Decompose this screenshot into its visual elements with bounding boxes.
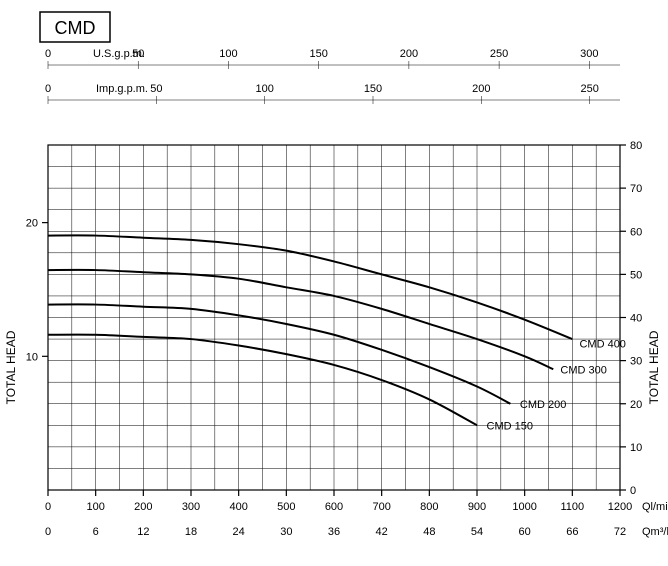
y-right-label: TOTAL HEAD: [647, 330, 661, 404]
series-label: CMD 300: [560, 364, 606, 376]
svg-text:200: 200: [400, 48, 418, 60]
series-label: CMD 400: [579, 338, 625, 350]
svg-text:250: 250: [580, 83, 598, 95]
series-label: CMD 200: [520, 399, 566, 411]
svg-text:200: 200: [134, 501, 152, 513]
svg-text:1000: 1000: [512, 501, 536, 513]
svg-text:30: 30: [280, 526, 292, 538]
svg-text:700: 700: [372, 501, 390, 513]
svg-text:0: 0: [45, 501, 51, 513]
y-left-label: TOTAL HEAD: [4, 330, 18, 404]
curve-cmd-200: [48, 304, 510, 403]
svg-text:24: 24: [233, 526, 245, 538]
svg-text:30: 30: [630, 356, 642, 368]
svg-text:1200: 1200: [608, 501, 632, 513]
series-label: CMD 150: [487, 420, 533, 432]
svg-text:10: 10: [26, 351, 38, 363]
svg-text:36: 36: [328, 526, 340, 538]
svg-text:60: 60: [519, 526, 531, 538]
svg-text:20: 20: [630, 399, 642, 411]
svg-text:0: 0: [630, 485, 636, 497]
svg-text:10: 10: [630, 442, 642, 454]
curve-cmd-300: [48, 270, 553, 369]
svg-text:0: 0: [45, 83, 51, 95]
chart-title: CMD: [55, 18, 96, 38]
svg-text:40: 40: [630, 313, 642, 325]
svg-text:250: 250: [490, 48, 508, 60]
chart-svg: CMD050100150200250300U.S.g.p.m.050100150…: [0, 0, 668, 566]
svg-text:0: 0: [45, 526, 51, 538]
svg-text:200: 200: [472, 83, 490, 95]
svg-text:70: 70: [630, 183, 642, 195]
svg-text:50: 50: [630, 269, 642, 281]
svg-text:0: 0: [45, 48, 51, 60]
x-top2-label: Imp.g.p.m.: [96, 83, 148, 95]
svg-text:800: 800: [420, 501, 438, 513]
svg-text:12: 12: [137, 526, 149, 538]
svg-text:500: 500: [277, 501, 295, 513]
svg-text:600: 600: [325, 501, 343, 513]
svg-text:100: 100: [86, 501, 104, 513]
svg-text:300: 300: [580, 48, 598, 60]
svg-text:100: 100: [219, 48, 237, 60]
svg-text:20: 20: [26, 218, 38, 230]
svg-text:150: 150: [364, 83, 382, 95]
svg-text:42: 42: [376, 526, 388, 538]
svg-text:72: 72: [614, 526, 626, 538]
svg-text:100: 100: [255, 83, 273, 95]
svg-text:400: 400: [229, 501, 247, 513]
svg-text:300: 300: [182, 501, 200, 513]
svg-text:80: 80: [630, 140, 642, 152]
svg-text:6: 6: [93, 526, 99, 538]
svg-text:54: 54: [471, 526, 483, 538]
svg-text:18: 18: [185, 526, 197, 538]
svg-text:66: 66: [566, 526, 578, 538]
svg-text:50: 50: [150, 83, 162, 95]
svg-text:150: 150: [309, 48, 327, 60]
svg-text:48: 48: [423, 526, 435, 538]
svg-text:1100: 1100: [561, 501, 585, 513]
svg-text:60: 60: [630, 226, 642, 238]
svg-text:900: 900: [468, 501, 486, 513]
x-primary-label: Ql/min.: [642, 501, 668, 513]
x-secondary-label: Qm³/h: [642, 526, 668, 538]
pump-curve-chart: { "chart": { "type": "line", "title_box"…: [0, 0, 668, 566]
x-top1-label: U.S.g.p.m.: [93, 48, 145, 60]
